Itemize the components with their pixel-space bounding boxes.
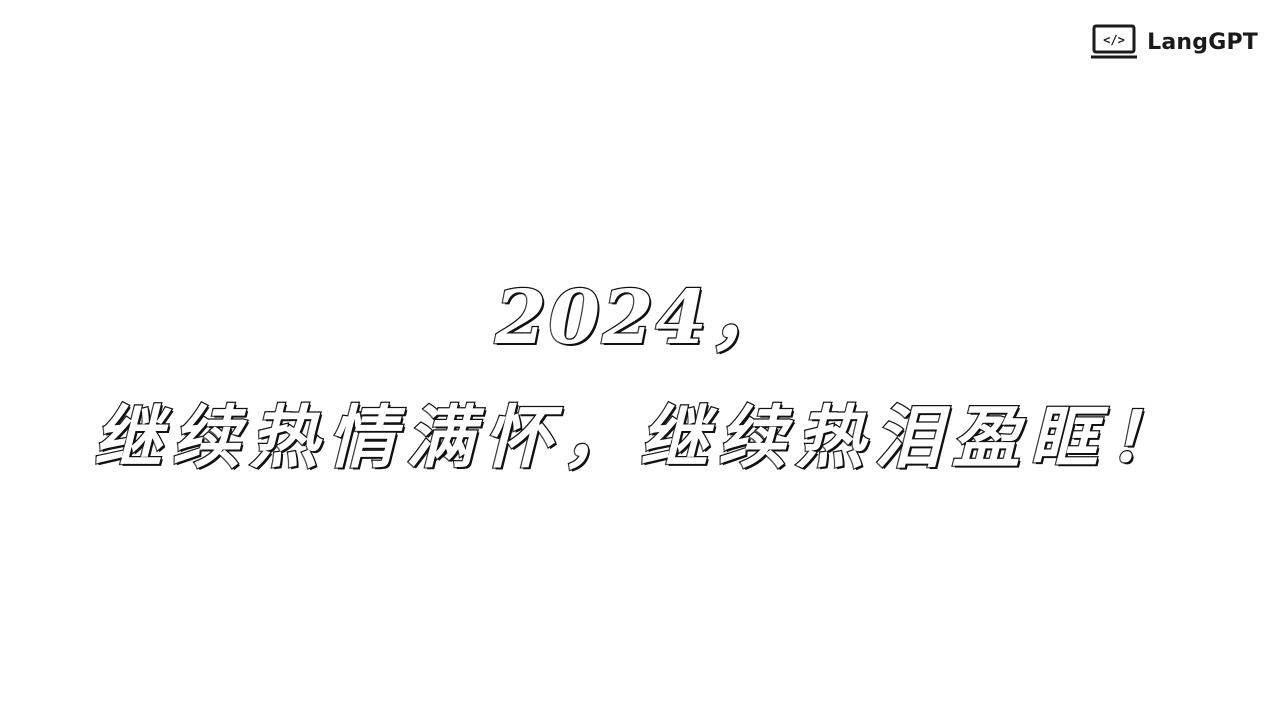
code-tag-laptop-icon: </> xyxy=(1091,24,1138,59)
brand-logo: </> LangGPT xyxy=(1091,24,1258,60)
headline-year: 2024， xyxy=(494,274,785,363)
brand-name: LangGPT xyxy=(1147,29,1258,55)
code-tag-glyph: </> xyxy=(1103,33,1125,47)
headline-slogan: 继续热情满怀，继续热泪盈眶！ xyxy=(93,397,1186,480)
